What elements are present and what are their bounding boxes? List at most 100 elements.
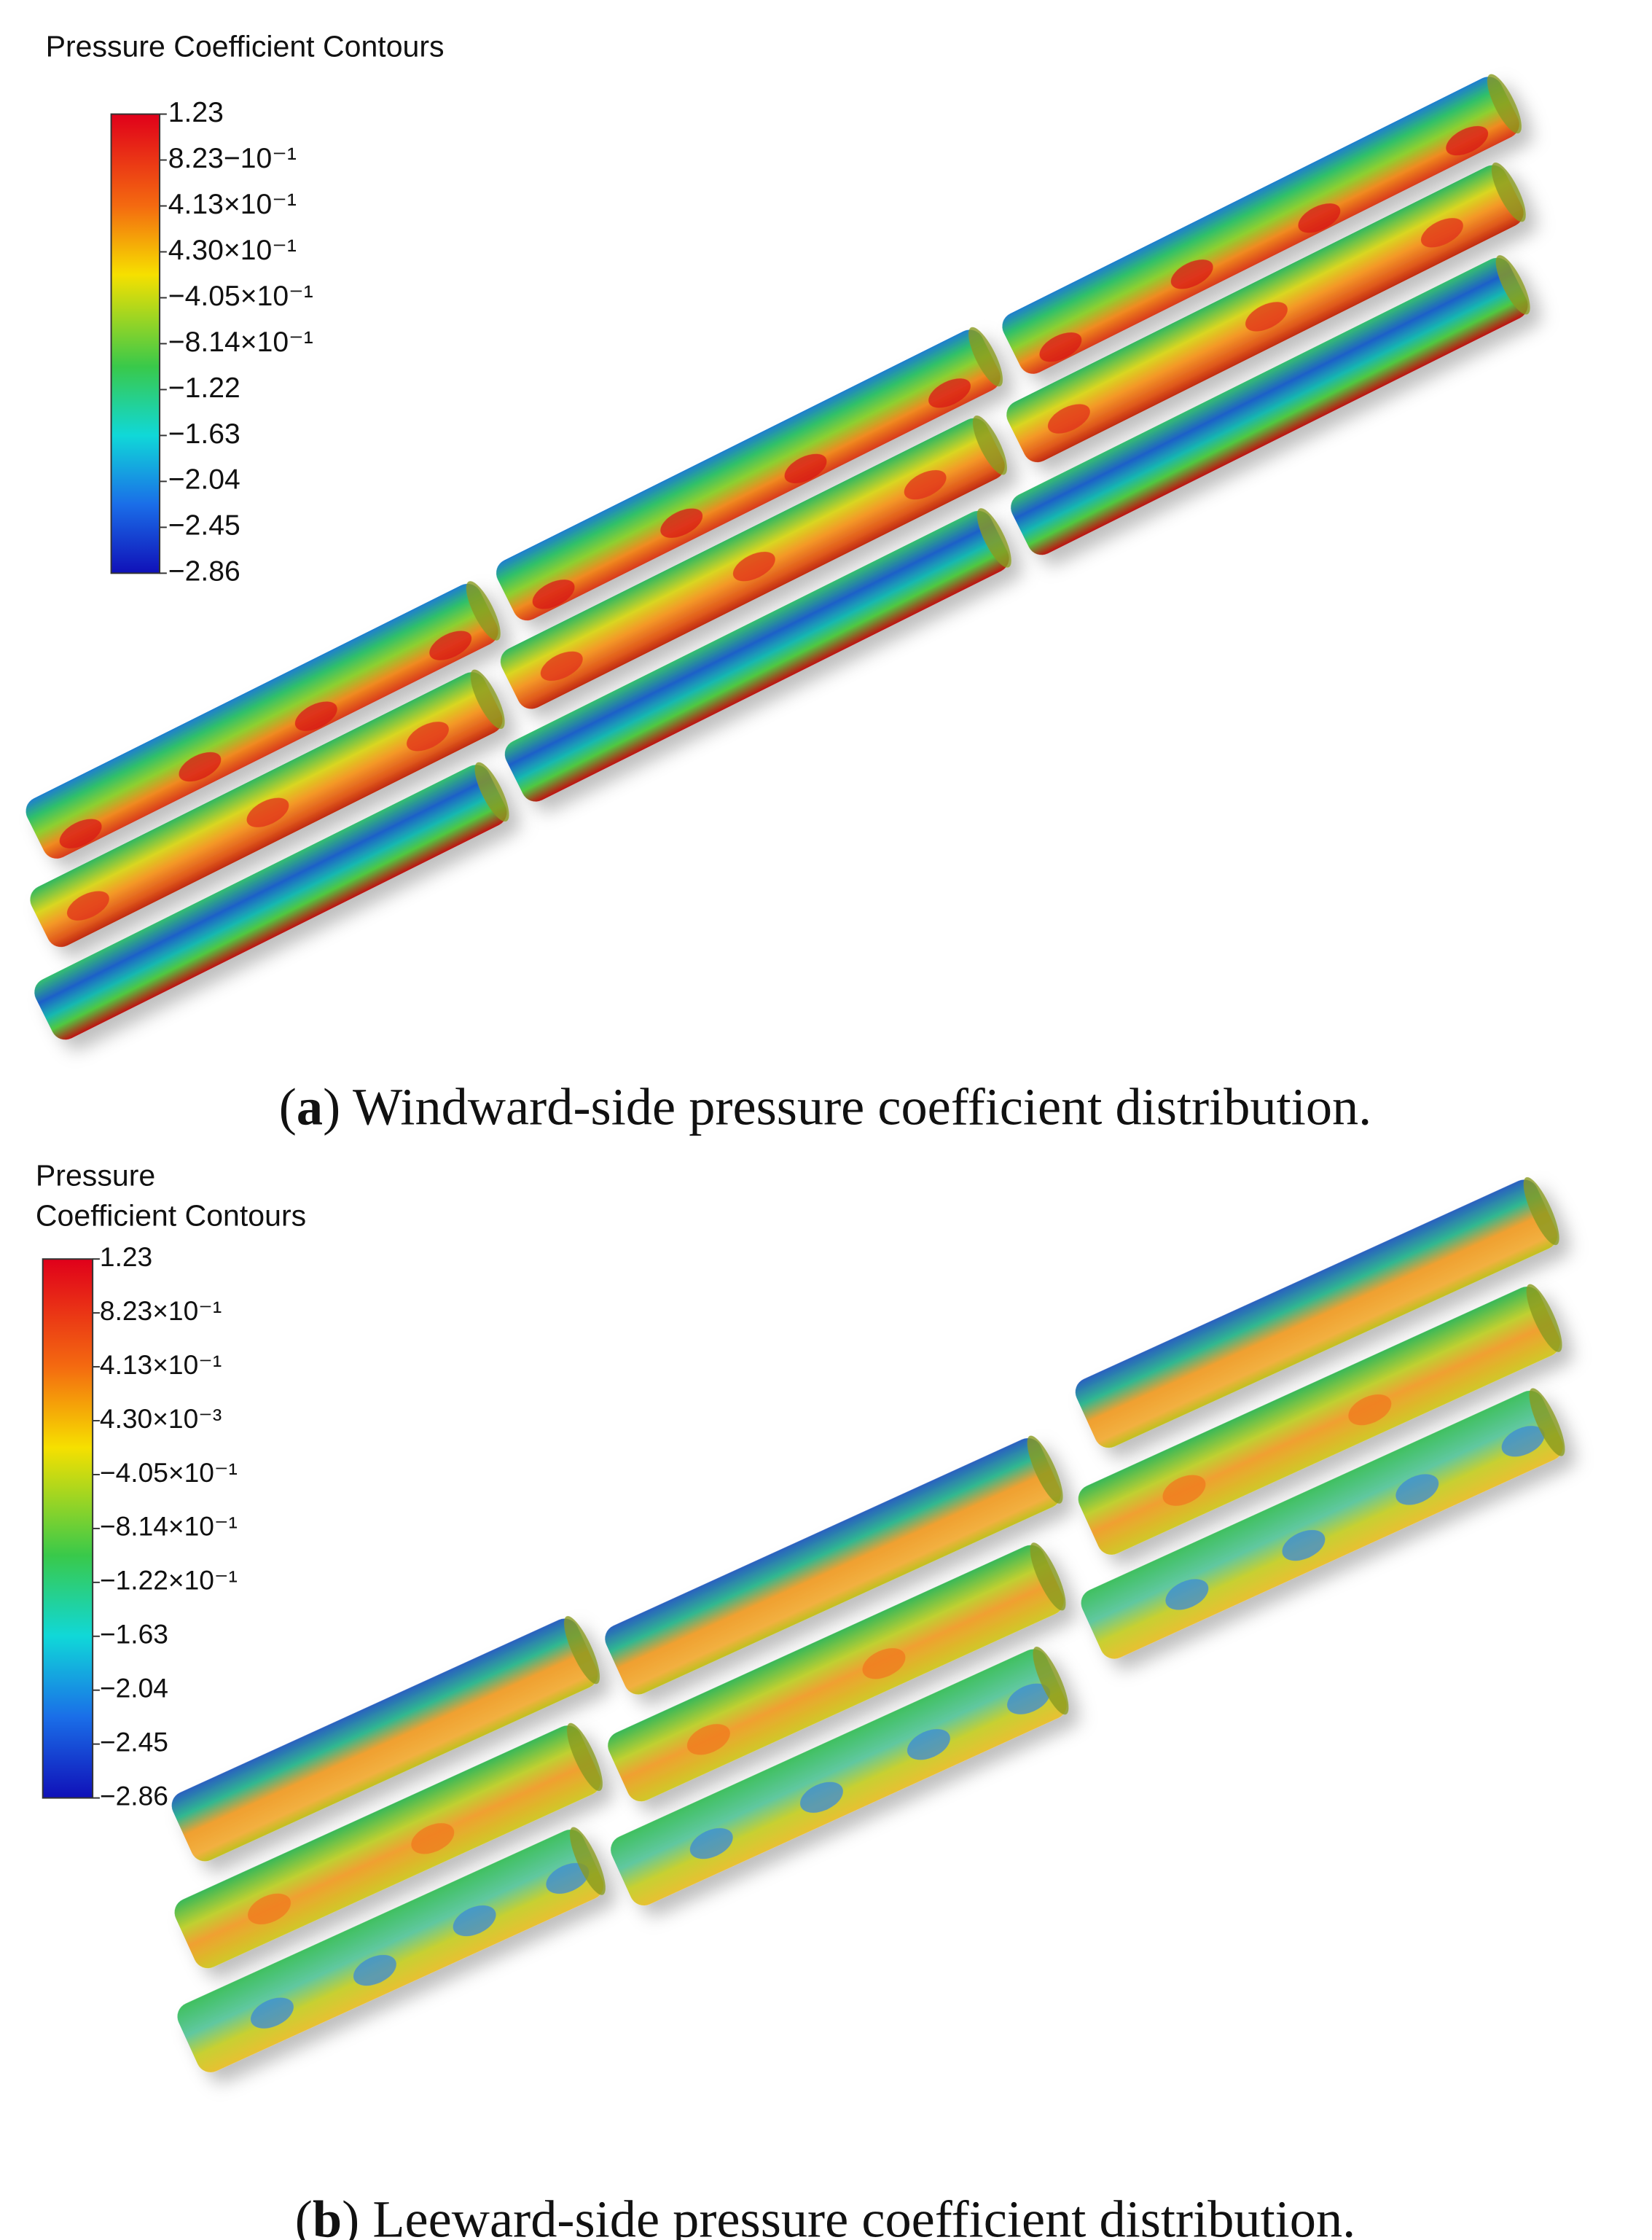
caption-part: ) Leeward-side pressure coefficient dist…	[342, 2190, 1355, 2240]
cylinder-end	[569, 1827, 606, 1895]
cylinder	[496, 327, 1003, 621]
colorbar-label: 4.13×10⁻¹	[100, 1349, 222, 1380]
contour-spot	[1165, 1579, 1209, 1610]
cylinder	[1006, 162, 1526, 463]
contour-spot	[248, 1893, 291, 1924]
colorbar-label: −1.22×10⁻¹	[100, 1565, 238, 1596]
contour-spot	[540, 651, 583, 681]
cylinder	[608, 1542, 1066, 1802]
colorbar-label: 4.30×10⁻³	[100, 1403, 222, 1434]
contour-spot	[1245, 302, 1288, 332]
cylinder-end	[1033, 1647, 1069, 1715]
legend-title: Coefficient Contours	[36, 1198, 306, 1232]
cylinder-end	[1491, 162, 1526, 222]
cylinder-body	[1011, 257, 1528, 555]
cylinder-end	[470, 669, 505, 729]
contour-spot	[532, 579, 575, 609]
contour-spot	[1047, 404, 1090, 434]
cylinder	[174, 1722, 603, 1969]
caption-part: (	[279, 1077, 297, 1136]
cylinder-end	[976, 508, 1011, 568]
caption-part: b	[313, 2190, 342, 2240]
colorbar-label: −8.14×10⁻¹	[100, 1511, 238, 1542]
contour-spot	[1039, 332, 1082, 362]
contour-spot	[732, 552, 775, 582]
contour-spot	[1007, 1683, 1051, 1714]
contour-spot	[689, 1827, 733, 1859]
colorbar-label: −4.05×10⁻¹	[100, 1457, 238, 1488]
contour-spot	[353, 1954, 396, 1986]
caption-part: ) Windward-side pressure coefficient dis…	[323, 1077, 1371, 1136]
cylinder	[26, 581, 501, 859]
cylinder	[1002, 74, 1522, 374]
colorbar-label: −2.86	[100, 1780, 168, 1811]
cylinder-end	[1030, 1542, 1066, 1611]
colorbar-label: 8.23−10⁻¹	[168, 143, 297, 174]
colorbar-label: −2.04	[100, 1673, 168, 1704]
colorbar-label: −2.45	[100, 1726, 168, 1757]
legend-title: Pressure Coefficient Contours	[46, 29, 445, 63]
cylinder-body	[1075, 1179, 1558, 1448]
contour-spot	[660, 508, 703, 538]
caption-part: (	[295, 2190, 313, 2240]
contour-spot	[546, 1862, 590, 1894]
contour-spot	[1446, 125, 1489, 156]
contour-spot	[1282, 1529, 1326, 1561]
cylinder	[1075, 1176, 1559, 1448]
legend-title: Pressure	[36, 1159, 155, 1193]
cylinder-body	[34, 765, 507, 1040]
contour-spot	[294, 701, 337, 731]
contour-spot	[429, 631, 472, 660]
contour-spot	[862, 1648, 906, 1679]
cylinder-end	[1523, 1176, 1559, 1246]
cylinder-body	[1002, 77, 1519, 374]
contour-spot	[1395, 1474, 1439, 1505]
cylinder-end	[564, 1616, 600, 1685]
contour-spot	[59, 819, 102, 848]
colorbar-label: −1.63	[168, 418, 240, 450]
colorbar	[110, 113, 161, 574]
colorbar-label: −2.86	[168, 556, 240, 588]
contour-spot	[1162, 1475, 1206, 1506]
cylinder-body	[26, 583, 498, 859]
cylinder-end	[566, 1722, 603, 1792]
colorbar-label: 8.23×10⁻¹	[100, 1295, 222, 1326]
cylinder-body	[504, 510, 1009, 802]
contour-spot	[411, 1823, 455, 1854]
contour-spot	[784, 453, 827, 483]
contour-spot	[179, 752, 222, 782]
cylinder	[605, 1435, 1063, 1695]
cylinder-end	[1495, 255, 1530, 315]
contour-spot	[1170, 259, 1213, 289]
colorbar-label: −1.63	[100, 1619, 168, 1650]
cylinder-body	[171, 1618, 598, 1862]
cylinder	[500, 415, 1007, 709]
contour-spot	[1501, 1426, 1545, 1457]
cylinder	[611, 1647, 1069, 1906]
cylinder-body	[496, 329, 1001, 621]
cylinder-end	[1529, 1388, 1565, 1456]
contour-spot	[799, 1782, 843, 1813]
caption: (a) Windward-side pressure coefficient d…	[279, 1077, 1372, 1136]
colorbar-label: −2.04	[168, 464, 240, 496]
colorbar-label: −1.22	[168, 372, 240, 404]
cylinder-end	[968, 327, 1003, 387]
cylinder-end	[474, 762, 509, 822]
contour-spot	[251, 1997, 294, 2029]
contour-spot	[246, 797, 289, 827]
colorbar-label: −2.45	[168, 510, 240, 542]
cylinder-end	[972, 415, 1007, 475]
contour-spot	[904, 469, 947, 500]
contour-spot	[1298, 203, 1341, 233]
contour-spot	[686, 1724, 730, 1755]
colorbar-label: −8.14×10⁻¹	[168, 327, 313, 358]
colorbar-label: 4.13×10⁻¹	[168, 189, 297, 220]
cylinder	[1078, 1284, 1562, 1555]
colorbar-label: 1.23	[100, 1241, 152, 1272]
cylinder	[177, 1827, 606, 2072]
contour-spot	[407, 722, 449, 752]
contour-spot	[66, 891, 109, 921]
colorbar-label: −4.05×10⁻¹	[168, 281, 313, 312]
